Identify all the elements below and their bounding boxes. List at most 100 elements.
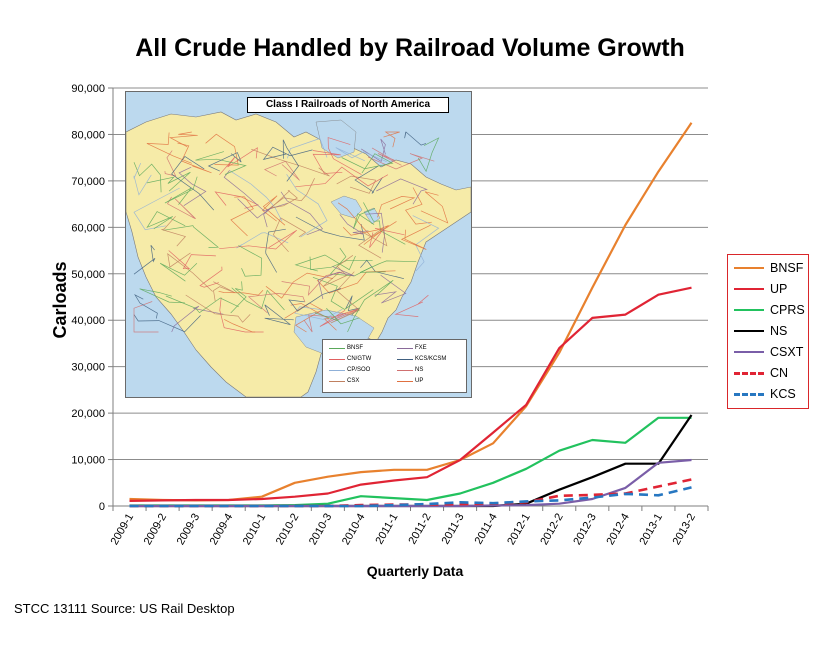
- x-tick-label: 2012-2: [538, 512, 566, 548]
- y-tick-label: 40,000: [71, 315, 105, 327]
- y-tick-label: 10,000: [71, 455, 105, 467]
- rail-line: [265, 272, 334, 299]
- rail-line: [213, 281, 236, 302]
- y-tick-label: 80,000: [71, 129, 105, 141]
- rail-line: [280, 191, 324, 236]
- footnote: STCC 13111 Source: US Rail Desktop: [14, 601, 235, 616]
- x-tick-label: 2010-2: [274, 512, 302, 548]
- rail-line: [354, 165, 383, 194]
- rail-line: [404, 131, 427, 146]
- rail-line: [347, 280, 394, 333]
- x-tick-label: 2010-3: [307, 512, 335, 548]
- rail-line: [282, 139, 300, 182]
- x-tick-label: 2011-2: [407, 512, 434, 547]
- legend-line: [329, 359, 345, 360]
- rail-line: [133, 314, 201, 333]
- rail-line: [376, 178, 428, 205]
- map-legend-label: FXE: [415, 345, 427, 351]
- rail-line: [284, 302, 323, 333]
- rail-line: [207, 152, 242, 172]
- rail-line: [286, 174, 328, 238]
- legend-line: [329, 348, 345, 349]
- rail-line: [394, 294, 429, 317]
- rail-line: [309, 256, 373, 270]
- legend-line: [397, 370, 413, 371]
- rail-line: [223, 170, 288, 212]
- legend-swatch: [734, 351, 764, 353]
- rail-line: [168, 131, 198, 148]
- map-legend-label: UP: [415, 378, 424, 384]
- legend-label: KCS: [770, 387, 796, 401]
- rail-line: [165, 295, 239, 314]
- map-land: [126, 111, 471, 397]
- rail-line: [134, 294, 158, 319]
- rail-line: [230, 196, 254, 237]
- y-tick-label: 60,000: [71, 222, 105, 234]
- x-tick-label: 2012-1: [505, 512, 533, 548]
- legend-label: CPRS: [770, 303, 805, 317]
- rail-line: [335, 147, 387, 163]
- series-line-cn: [129, 478, 692, 508]
- rail-line: [405, 187, 432, 225]
- legend-item-cprs: CPRS: [728, 300, 810, 320]
- map-legend-item: KCS/KCSM: [395, 355, 463, 363]
- rail-line: [168, 250, 216, 270]
- rail-line: [133, 301, 159, 333]
- rail-line: [146, 171, 191, 192]
- y-tick-label: 30,000: [71, 362, 105, 374]
- map-legend-item: BNSF: [327, 344, 395, 352]
- x-tick-label: 2009-4: [208, 512, 236, 548]
- rail-line: [417, 137, 440, 173]
- legend-item-kcs: KCS: [728, 384, 810, 404]
- rail-line: [400, 224, 431, 250]
- map-legend-item: CP/SOO: [327, 366, 395, 374]
- map-legend-item: CSX: [327, 377, 395, 385]
- x-tick-label: 2013-2: [671, 512, 699, 548]
- x-tick-label: 2011-1: [373, 512, 400, 547]
- legend-swatch: [734, 267, 764, 269]
- legend-item-ns: NS: [728, 321, 810, 341]
- rail-line: [367, 153, 435, 170]
- rail-line: [133, 187, 180, 231]
- legend-label: CSXT: [770, 345, 804, 359]
- x-tick-label: 2011-4: [473, 512, 500, 547]
- rail-line: [295, 216, 365, 241]
- rail-line: [322, 255, 354, 287]
- rail-line: [420, 191, 449, 224]
- rail-line: [224, 319, 256, 333]
- map-title: Class I Railroads of North America: [247, 97, 449, 113]
- rail-line: [377, 196, 416, 218]
- rail-line: [171, 305, 224, 333]
- rail-line: [160, 216, 187, 247]
- rail-line: [171, 156, 215, 211]
- x-tick-label: 2012-3: [571, 512, 599, 548]
- map-legend-label: CSX: [347, 378, 360, 384]
- map-legend-item: CN/GTW: [327, 355, 395, 363]
- y-tick-labels: 0 10,000 20,000 30,000 40,000 50,000 60,000 70,…: [71, 83, 105, 513]
- x-tick-label: 2012-4: [604, 512, 632, 548]
- rail-line: [251, 148, 330, 177]
- rail-line: [231, 287, 285, 311]
- rail-line: [230, 281, 247, 314]
- rail-line: [353, 208, 376, 230]
- rail-line: [265, 228, 286, 273]
- rail-line: [294, 306, 343, 320]
- rail-line: [363, 202, 406, 245]
- series-line-up: [129, 286, 692, 502]
- legend-swatch: [734, 330, 764, 332]
- map-legend-label: BNSF: [347, 345, 364, 351]
- rail-line: [199, 266, 223, 288]
- legend-line: [397, 359, 413, 360]
- rail-line: [342, 225, 389, 245]
- rail-line: [336, 175, 377, 194]
- rail-line: [327, 137, 362, 175]
- rail-line: [281, 271, 343, 296]
- series-lines: [129, 122, 693, 508]
- rail-line: [219, 230, 297, 250]
- y-tick-label: 0: [99, 501, 105, 513]
- rail-line: [312, 150, 343, 174]
- rail-line: [345, 295, 360, 316]
- x-axis-label: Quarterly Data: [367, 563, 464, 579]
- rail-line: [295, 166, 389, 188]
- rail-line: [361, 138, 386, 162]
